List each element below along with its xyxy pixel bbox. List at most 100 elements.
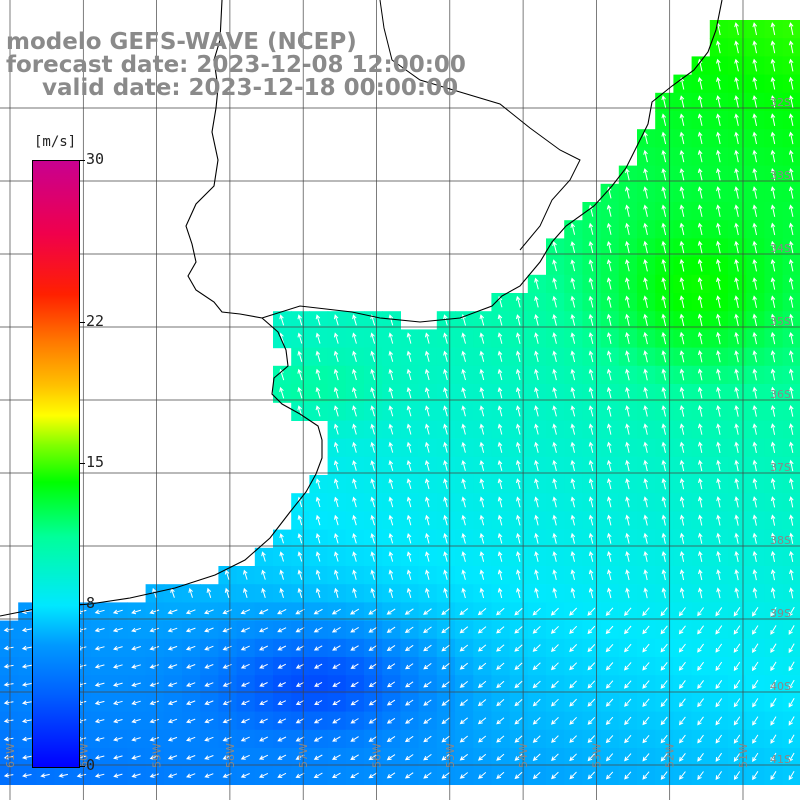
wind-arrow <box>386 754 396 761</box>
wind-arrow <box>441 735 450 743</box>
colorbar-tick-label: 8 <box>86 594 96 613</box>
border-line <box>379 0 581 251</box>
wind-arrow <box>697 716 704 726</box>
wind-arrow <box>679 423 685 435</box>
wind-arrow <box>388 405 394 417</box>
wind-arrow <box>443 514 448 526</box>
wind-arrow <box>551 771 559 780</box>
wind-arrow <box>368 754 378 761</box>
wind-arrow <box>607 478 612 490</box>
wind-arrow <box>587 607 596 616</box>
wind-arrows <box>3 22 795 781</box>
wind-arrow <box>388 314 394 326</box>
wind-arrow <box>131 718 141 724</box>
longitude-label: 56W <box>371 743 384 768</box>
wind-arrow <box>443 496 448 508</box>
wind-arrow <box>516 532 521 544</box>
wind-arrow <box>386 644 396 651</box>
wind-arrow <box>697 680 705 690</box>
wind-arrow <box>679 386 685 399</box>
wind-arrow <box>425 496 430 508</box>
wind-arrow <box>368 717 377 724</box>
wind-arrow <box>588 423 594 435</box>
wind-arrow <box>204 682 214 687</box>
wind-arrow <box>625 168 630 181</box>
wind-arrow <box>315 314 321 326</box>
wind-arrow <box>388 478 394 490</box>
wind-arrow <box>678 716 686 726</box>
wind-arrow <box>733 643 741 653</box>
wind-arrow <box>770 532 776 544</box>
wind-arrow <box>532 698 541 707</box>
wind-arrow <box>350 736 359 742</box>
wind-arrow <box>240 736 250 742</box>
wind-arrow <box>643 222 648 236</box>
wind-arrow <box>333 405 339 417</box>
wind-arrow <box>770 22 776 36</box>
wind-arrow <box>569 662 578 671</box>
wind-arrow <box>112 609 123 615</box>
wind-arrow <box>368 645 378 651</box>
wind-arrow <box>368 663 377 669</box>
wind-arrow <box>113 736 123 742</box>
longitude-label: 60W <box>77 743 90 768</box>
colorbar-tick-mark <box>79 766 85 767</box>
wind-arrow <box>625 587 630 599</box>
wind-arrow <box>297 569 303 580</box>
wind-arrow <box>588 240 594 254</box>
wind-arrow <box>625 386 630 399</box>
wind-arrow <box>643 331 648 345</box>
wind-arrow <box>222 609 232 615</box>
wind-arrow <box>515 332 521 344</box>
wind-arrow <box>734 532 739 544</box>
wind-arrow <box>406 533 412 544</box>
wind-arrow <box>532 753 541 762</box>
wind-arrow <box>734 131 739 145</box>
wind-arrow <box>770 423 776 435</box>
wind-arrow <box>569 644 578 653</box>
wind-arrow <box>497 478 503 490</box>
wind-arrow <box>588 295 594 308</box>
wind-arrow <box>424 478 430 490</box>
wind-arrow <box>570 277 576 290</box>
wind-arrow <box>532 662 541 671</box>
wind-arrow <box>697 222 703 236</box>
wind-arrow <box>588 350 594 363</box>
wind-arrow <box>461 423 466 435</box>
wind-arrow <box>58 773 69 778</box>
wind-arrow <box>734 277 739 290</box>
wind-arrow <box>532 644 541 652</box>
wind-arrow <box>185 645 196 651</box>
wind-arrow <box>716 40 721 54</box>
wind-arrow <box>733 679 741 690</box>
wind-arrow <box>515 368 521 381</box>
wind-arrow <box>297 314 303 326</box>
wind-arrow <box>352 514 357 526</box>
wind-arrow <box>607 587 612 599</box>
wind-arrow <box>752 131 758 145</box>
wind-arrow <box>734 240 739 254</box>
wind-arrow <box>770 661 777 672</box>
wind-arrow <box>461 387 466 399</box>
wind-arrow <box>479 386 485 399</box>
wind-arrow <box>716 277 721 290</box>
wind-arrow <box>733 625 741 635</box>
wind-arrow <box>789 459 794 472</box>
wind-arrow <box>534 587 539 599</box>
wind-arrow <box>188 587 193 598</box>
wind-arrow <box>334 496 339 508</box>
wind-arrow <box>315 587 321 598</box>
wind-arrow <box>606 204 612 217</box>
wind-arrow <box>661 550 667 562</box>
wind-arrow <box>606 368 612 381</box>
wind-arrow <box>770 186 776 199</box>
wind-arrow <box>314 681 323 687</box>
wind-arrow <box>588 459 594 472</box>
wind-arrow <box>643 258 648 272</box>
wind-arrow <box>770 222 776 236</box>
wind-arrow <box>459 753 469 761</box>
wind-arrow <box>94 609 105 615</box>
wind-arrow <box>406 459 412 471</box>
wind-arrow <box>222 627 232 633</box>
wind-arrow <box>788 734 795 745</box>
